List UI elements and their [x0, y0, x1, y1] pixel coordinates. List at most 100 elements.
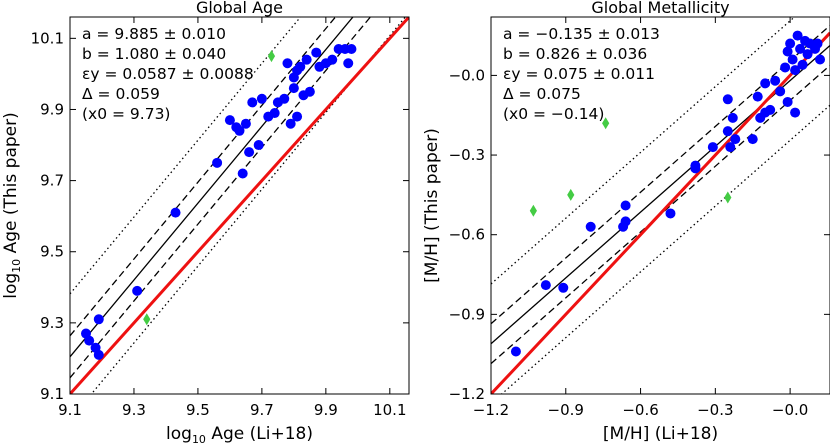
- outlier-point: [267, 50, 276, 63]
- outlier-point: [567, 188, 575, 201]
- y-tick-label: 9.5: [40, 243, 64, 261]
- one-to-one-line: [70, 17, 409, 394]
- data-point: [224, 115, 235, 126]
- y-tick-label: 9.7: [40, 172, 64, 190]
- data-point: [540, 280, 551, 291]
- y-tick-label: −0.0: [449, 66, 485, 84]
- data-point: [132, 285, 143, 296]
- data-point: [292, 111, 303, 122]
- x-tick-label: −1.2: [473, 401, 509, 419]
- data-point: [775, 86, 786, 97]
- x-tick-label: −0.6: [622, 401, 658, 419]
- data-point: [212, 157, 223, 168]
- data-point: [722, 126, 733, 137]
- x-tick-label: −0.9: [548, 401, 584, 419]
- one-to-one-line: [491, 31, 830, 394]
- data-point: [244, 147, 255, 158]
- data-point: [93, 314, 104, 325]
- data-point: [765, 104, 776, 115]
- outlier-point: [529, 204, 537, 217]
- data-point: [770, 75, 781, 86]
- x-tick-label: −0.0: [772, 401, 808, 419]
- data-point: [780, 62, 791, 73]
- data-point: [304, 86, 315, 97]
- data-point: [240, 118, 251, 129]
- rms-upper-line: [491, 25, 830, 325]
- data-point: [782, 46, 793, 57]
- data-point: [84, 335, 95, 346]
- y-tick-label: −0.3: [449, 146, 485, 164]
- x-tick-label: 9.3: [122, 401, 146, 419]
- data-point: [237, 168, 248, 179]
- data-point: [730, 134, 741, 145]
- y-tick-label: −0.6: [449, 226, 485, 244]
- data-point: [279, 93, 290, 104]
- data-point: [747, 134, 758, 145]
- fit-stat-line: (x0 = −0.14): [503, 105, 604, 123]
- data-point: [256, 93, 267, 104]
- data-point: [620, 200, 631, 211]
- x-tick-label: 9.5: [186, 401, 210, 419]
- data-point: [346, 44, 357, 55]
- scatter-bound-upper-line: [491, 17, 796, 285]
- y-axis-label: [M/H] (This paper): [422, 128, 442, 283]
- x-axis-label: log10 Age (Li+18): [166, 424, 313, 446]
- chart-title: Global Metallicity: [591, 0, 729, 17]
- y-tick-label: −0.9: [449, 305, 485, 323]
- y-tick-label: 9.9: [40, 100, 64, 118]
- data-point: [795, 43, 806, 54]
- plot-frame: [69, 16, 410, 395]
- data-point: [295, 61, 306, 72]
- panel-global-metallicity: −1.2 −0.9 −0.6 −0.3 −0.0 −1.2 −0.9 −0.6 −0.3 −0.0…: [422, 0, 830, 444]
- data-point: [785, 38, 796, 49]
- data-point: [247, 97, 258, 108]
- data-point: [327, 54, 338, 65]
- data-point: [665, 208, 676, 219]
- fit-stat-line: b = 1.080 ± 0.040: [82, 45, 226, 63]
- data-point: [752, 91, 763, 102]
- data-point: [285, 118, 296, 129]
- data-point: [558, 282, 569, 293]
- data-point: [792, 30, 803, 41]
- data-point: [812, 38, 823, 49]
- data-point: [234, 125, 245, 136]
- data-point: [585, 221, 596, 232]
- fit-stat-line: (x0 = 9.73): [82, 105, 170, 123]
- y-axis-label: log10 Age (This paper): [1, 112, 23, 298]
- data-point: [288, 83, 299, 94]
- outlier-point: [724, 191, 732, 204]
- data-point: [760, 78, 771, 89]
- outlier-point: [143, 313, 151, 326]
- data-point: [802, 49, 813, 60]
- fit-stat-line: εy = 0.075 ± 0.011: [503, 65, 655, 83]
- data-point: [282, 58, 293, 69]
- fit-stat-line: εy = 0.0587 ± 0.0088: [82, 65, 254, 83]
- data-point: [311, 47, 322, 58]
- scatter-bound-lower-line: [500, 104, 830, 394]
- data-point: [787, 54, 798, 65]
- data-point: [301, 54, 312, 65]
- y-tick-label: 9.3: [40, 314, 64, 332]
- fit-statistics: a = 9.885 ± 0.010 b = 1.080 ± 0.040 εy = 0…: [82, 25, 254, 123]
- x-tick-label: 9.9: [314, 401, 338, 419]
- data-point: [782, 96, 793, 107]
- x-tick-label: 10.1: [373, 401, 406, 419]
- data-point: [343, 58, 354, 69]
- data-point: [707, 142, 718, 153]
- data-point: [690, 160, 701, 171]
- data-point: [93, 349, 104, 360]
- panel-global-age: 9.1 9.3 9.5 9.7 9.9 10.1 9.1 9.3 9.5 9.7 9.9 10.1 G…: [1, 0, 410, 446]
- data-point: [618, 221, 629, 232]
- x-axis-label: [M/H] (Li+18): [603, 424, 718, 444]
- fit-stat-line: a = 9.885 ± 0.010: [82, 25, 226, 43]
- x-tick-label: 9.7: [250, 401, 274, 419]
- data-point: [170, 207, 181, 218]
- fit-stat-line: Δ = 0.075: [503, 85, 581, 103]
- data-point: [797, 59, 808, 70]
- outlier-point: [602, 117, 610, 130]
- fit-stat-line: Δ = 0.059: [82, 85, 160, 103]
- data-point: [790, 65, 801, 76]
- plot-frame: [490, 16, 830, 395]
- fit-statistics: a = −0.135 ± 0.013 b = 0.826 ± 0.036 εy = …: [503, 25, 660, 123]
